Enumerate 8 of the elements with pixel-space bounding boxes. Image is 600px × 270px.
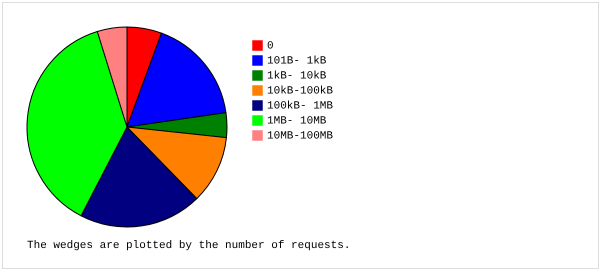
legend-label: 1kB- 10kB [267,70,327,82]
legend-label: 1MB- 10MB [267,116,327,128]
legend-label: 101B- 1kB [267,56,327,68]
text: The wedges are plotted by the number of requests. [27,240,350,252]
legend-label: 10MB-100MB [267,130,334,142]
legend-label: 100kB- 1MB [267,100,334,112]
legend-label: 10kB-100kB [267,86,334,98]
legend-label: 0 [267,40,274,52]
